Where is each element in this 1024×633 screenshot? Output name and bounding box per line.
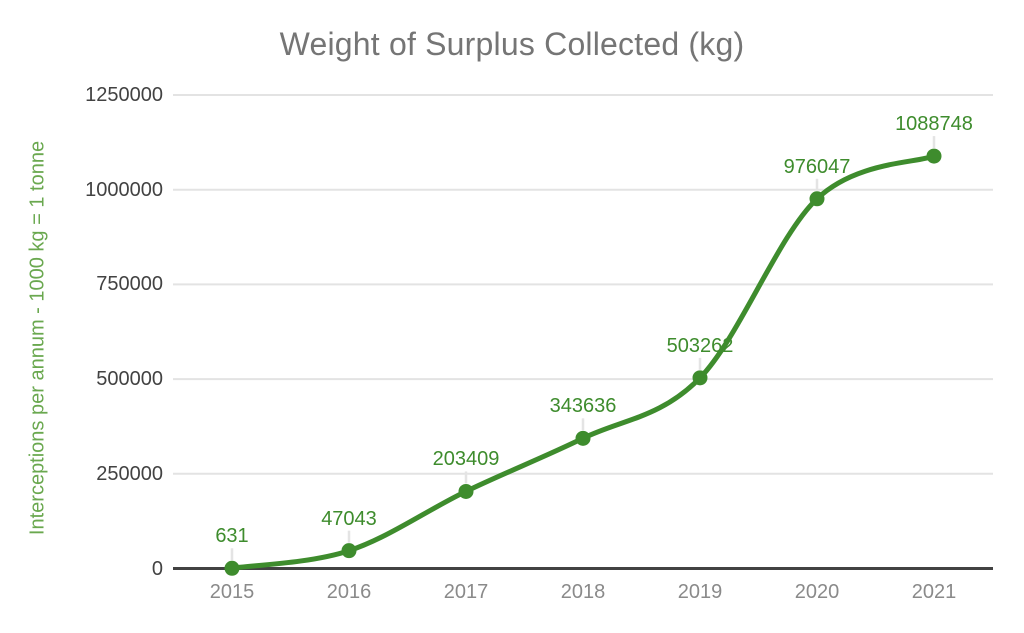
y-tick-label: 500000 [96, 368, 163, 391]
x-tick-label: 2017 [443, 581, 489, 603]
x-tick-label: 2021 [911, 581, 957, 603]
y-tick-label: 750000 [96, 273, 163, 296]
data-point-marker [224, 560, 240, 576]
data-point-marker [575, 430, 591, 446]
y-tick-label: 250000 [96, 462, 163, 485]
x-tick-label: 2020 [794, 581, 840, 603]
data-point-label: 631 [215, 525, 249, 548]
y-tick-label: 1250000 [85, 84, 163, 106]
y-tick-label: 1000000 [85, 178, 163, 201]
data-point-label: 976047 [783, 155, 851, 178]
data-point-label: 503262 [666, 334, 734, 357]
data-point-label: 1088748 [895, 113, 973, 136]
y-tick-label: 0 [151, 557, 163, 580]
data-point-marker [692, 370, 708, 386]
x-tick-label: 2016 [326, 581, 372, 603]
x-tick-label: 2019 [677, 581, 723, 603]
data-point-marker [809, 191, 825, 207]
data-point-label: 203409 [432, 448, 500, 471]
chart-title: Weight of Surplus Collected (kg) [279, 26, 745, 62]
data-point-marker [926, 148, 942, 164]
data-point-label: 47043 [321, 507, 377, 530]
x-tick-label: 2015 [209, 581, 255, 603]
series-line [229, 153, 937, 571]
data-point-marker [341, 543, 357, 559]
x-tick-label: 2018 [560, 581, 606, 603]
data-point-label: 343636 [549, 395, 617, 418]
data-point-marker [458, 483, 474, 499]
